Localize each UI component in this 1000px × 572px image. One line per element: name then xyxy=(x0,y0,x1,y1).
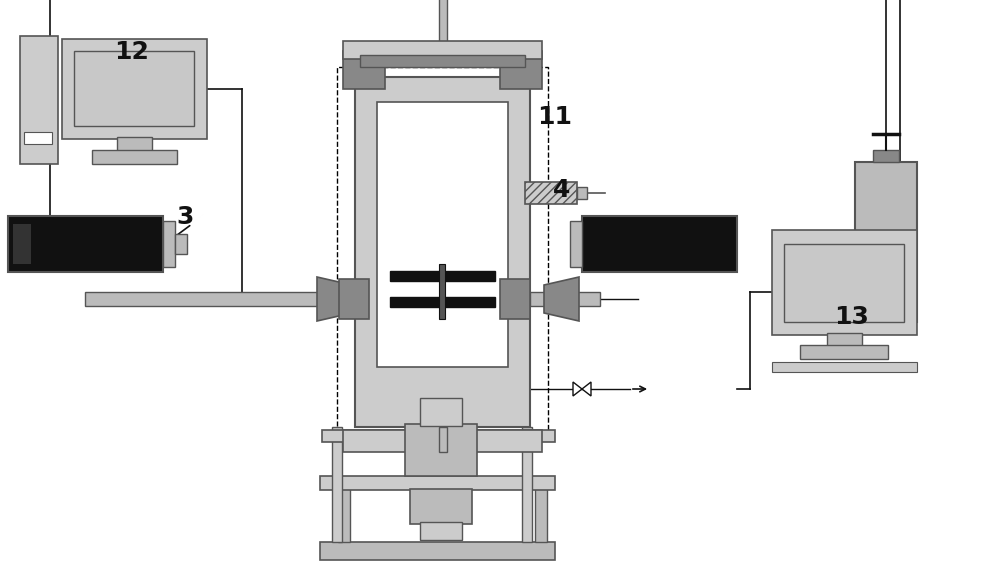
Bar xyxy=(338,487,350,542)
Bar xyxy=(405,424,477,476)
Bar xyxy=(800,345,888,359)
Bar xyxy=(784,244,904,322)
Bar xyxy=(410,489,472,524)
Bar xyxy=(438,0,446,42)
Text: 4: 4 xyxy=(553,178,571,202)
Bar xyxy=(582,216,737,272)
Bar xyxy=(360,55,525,67)
Ellipse shape xyxy=(857,301,915,323)
Bar xyxy=(343,51,385,89)
Bar xyxy=(74,51,194,126)
Bar xyxy=(390,297,495,307)
Bar xyxy=(337,67,548,432)
Bar xyxy=(500,279,530,319)
Polygon shape xyxy=(573,382,591,396)
Bar xyxy=(570,221,582,267)
Bar xyxy=(530,292,600,306)
Bar xyxy=(772,230,917,335)
Bar xyxy=(377,102,508,367)
Bar xyxy=(390,271,495,281)
Bar xyxy=(873,150,899,162)
Bar xyxy=(343,41,542,59)
Bar xyxy=(332,427,342,542)
Bar xyxy=(420,522,462,540)
Bar xyxy=(320,542,555,560)
Text: 11: 11 xyxy=(538,105,572,129)
Bar xyxy=(500,51,542,89)
Bar xyxy=(535,487,547,542)
Bar xyxy=(827,333,862,347)
Text: 13: 13 xyxy=(835,305,869,329)
Text: 10: 10 xyxy=(588,242,622,266)
Polygon shape xyxy=(317,277,352,321)
Bar xyxy=(772,362,917,372)
Bar xyxy=(577,187,587,199)
Bar xyxy=(855,162,917,322)
Bar xyxy=(163,221,175,267)
Bar xyxy=(85,292,355,306)
Bar xyxy=(20,36,58,164)
Bar xyxy=(24,132,52,144)
Bar xyxy=(175,234,187,254)
Bar xyxy=(355,77,530,427)
Bar xyxy=(322,430,555,442)
Bar xyxy=(420,398,462,426)
Bar xyxy=(438,427,446,452)
Bar xyxy=(339,279,369,319)
Bar xyxy=(92,150,177,164)
Bar xyxy=(343,430,542,452)
Bar xyxy=(13,224,31,264)
Bar xyxy=(320,476,555,490)
Bar xyxy=(8,216,163,272)
Polygon shape xyxy=(544,277,579,321)
Text: 12: 12 xyxy=(115,40,149,64)
Bar xyxy=(525,182,577,204)
Bar xyxy=(117,137,152,152)
Text: 3: 3 xyxy=(176,205,194,229)
Bar xyxy=(522,427,532,542)
Bar xyxy=(439,264,445,319)
Bar xyxy=(62,39,207,139)
Text: 9: 9 xyxy=(123,248,141,272)
